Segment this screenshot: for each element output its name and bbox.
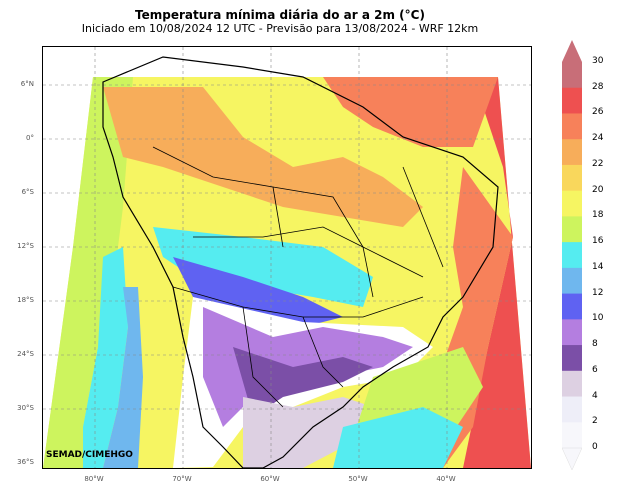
lat-label: 12°S (17, 242, 34, 250)
colorbar-segment (562, 216, 582, 243)
lon-label: 70°W (172, 475, 192, 483)
band-24-26 (403, 167, 513, 468)
colorbar-tick-label: 28 (592, 81, 604, 92)
colorbar-segment (562, 87, 582, 114)
colorbar-tick-label: 10 (592, 313, 604, 324)
colorbar-tick-label: 0 (592, 442, 598, 452)
colorbar-tick-label: 16 (592, 236, 604, 247)
colorbar-segment (562, 139, 582, 166)
colorbar-tick-label: 18 (592, 210, 604, 221)
map-frame (42, 46, 532, 469)
lat-label: 36°S (17, 458, 34, 466)
colorbar-segment (562, 113, 582, 140)
band-sea-west-2 (83, 247, 128, 468)
band-26-28 (463, 77, 531, 468)
lon-label: 80°W (84, 475, 104, 483)
colorbar-segment (562, 242, 582, 269)
colorbar-tick-label: 8 (592, 339, 598, 350)
band-north-orange-2 (323, 77, 498, 147)
lat-label: 6°S (21, 188, 34, 196)
colorbar-bottom-arrow (562, 447, 582, 470)
colorbar-segments (562, 62, 582, 449)
colorbar-tick-label: 12 (592, 287, 604, 298)
band-central-blue-2 (173, 257, 343, 327)
band-central-blue (153, 227, 373, 307)
lon-label: 60°W (260, 475, 280, 483)
colorbar-tick-label: 20 (592, 184, 604, 195)
credit-label: SEMAD/CIMEHGO (46, 450, 133, 460)
band-atlantic-blue (333, 407, 463, 468)
colorbar-tick-label: 2 (592, 416, 598, 427)
colorbar-tick-label: 24 (592, 133, 604, 144)
colorbar-segment (562, 267, 582, 295)
map-subtitle: Iniciado em 10/08/2024 12 UTC - Previsão… (81, 22, 479, 35)
colorbar-segment (562, 293, 582, 320)
country-borders (152, 146, 444, 408)
colorbar-segment (562, 164, 582, 192)
band-south-deep (233, 347, 373, 417)
map-title: Temperatura mínima diária do ar a 2m (°C… (135, 8, 425, 22)
band-sea-west-3 (103, 287, 143, 468)
colorbar (562, 40, 582, 470)
lat-label: 30°S (17, 404, 34, 412)
lat-label: 6°N (20, 80, 34, 88)
graticule (43, 47, 531, 468)
colorbar-segment (562, 396, 582, 423)
south-america-outline (102, 56, 499, 468)
colorbar-segment (562, 319, 582, 346)
colorbar-tick-label: 6 (592, 364, 598, 375)
colorbar-top-arrow (562, 40, 582, 62)
colorbar-tick-label: 30 (592, 56, 604, 66)
colorbar-tick-label: 26 (592, 107, 604, 118)
colorbar-segment (562, 345, 582, 372)
colorbar-segment (562, 62, 582, 89)
lat-label: 24°S (17, 350, 34, 358)
lat-label: 0° (26, 134, 34, 142)
colorbar-segment (562, 370, 582, 398)
colorbar-tick-label: 4 (592, 390, 598, 401)
temperature-map (43, 47, 531, 468)
band-sea-west (43, 77, 133, 468)
lat-label: 18°S (17, 296, 34, 304)
lon-label: 50°W (348, 475, 368, 483)
lon-label: 40°W (436, 475, 456, 483)
colorbar-tick-label: 22 (592, 158, 604, 169)
colorbar-segment (562, 422, 582, 449)
colorbar-tick-label: 14 (592, 261, 604, 272)
colorbar-segment (562, 190, 582, 217)
